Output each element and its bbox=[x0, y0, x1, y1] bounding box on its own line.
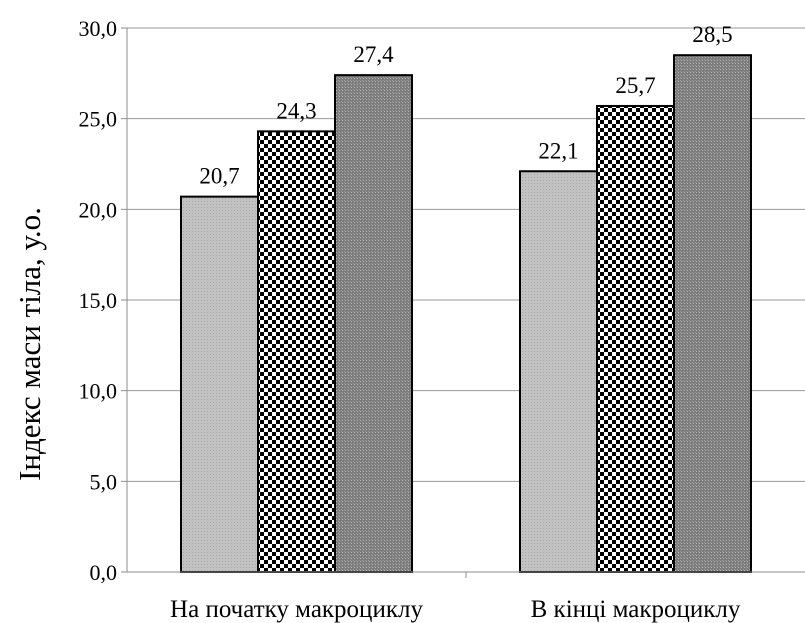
y-tick-label: 30,0 bbox=[79, 16, 118, 41]
bar-value-label: 24,3 bbox=[276, 98, 316, 123]
bar-value-label: 20,7 bbox=[199, 164, 239, 189]
x-axis: На початку макроциклу В кінці макроциклу bbox=[127, 571, 805, 623]
y-tick-label: 10,0 bbox=[79, 379, 118, 404]
bar bbox=[596, 104, 675, 574]
y-axis-ticks: 0,0 5,0 10,0 15,0 20,0 25,0 30,0 bbox=[79, 16, 127, 585]
bar-value-label: 27,4 bbox=[353, 42, 394, 67]
bar-value-label: 28,5 bbox=[692, 22, 732, 47]
x-category-label: В кінці макроциклу bbox=[531, 596, 741, 623]
y-tick-label: 5,0 bbox=[90, 469, 118, 494]
bar bbox=[180, 195, 259, 573]
bar-value-label: 25,7 bbox=[615, 73, 655, 98]
bars bbox=[180, 54, 752, 574]
y-tick-label: 15,0 bbox=[79, 288, 118, 313]
data-labels: 20,7 24,3 27,4 22,1 25,7 28,5 bbox=[199, 22, 732, 188]
y-axis-title: Індекс маси тіла, у.о. bbox=[12, 207, 47, 481]
bar bbox=[519, 170, 598, 573]
y-tick-label: 0,0 bbox=[90, 560, 118, 585]
bar bbox=[334, 74, 413, 573]
y-tick-label: 20,0 bbox=[79, 197, 118, 222]
bar-value-label: 22,1 bbox=[538, 138, 578, 163]
y-tick-label: 25,0 bbox=[79, 107, 118, 132]
x-category-label: На початку макроциклу bbox=[170, 596, 423, 623]
bar bbox=[257, 130, 336, 574]
bar bbox=[673, 54, 752, 573]
